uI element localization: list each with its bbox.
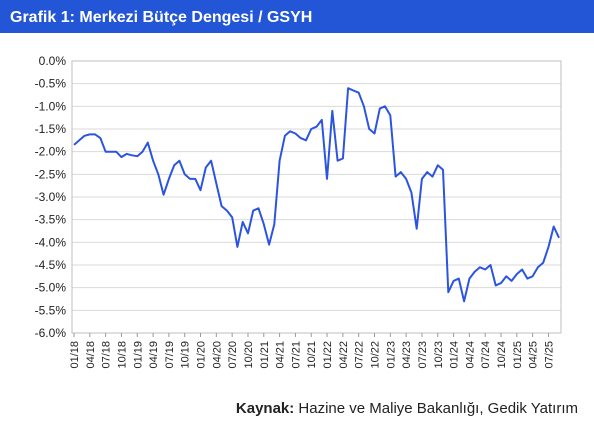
x-tick-label: 10/19 [180, 341, 192, 369]
header-bar [0, 0, 594, 33]
x-tick-label: 10/23 [433, 341, 445, 369]
y-tick-label: -4.0% [35, 235, 67, 249]
x-tick-label: 07/25 [543, 341, 555, 369]
x-tick-label: 10/21 [306, 341, 318, 369]
x-tick-label: 07/18 [101, 341, 113, 369]
y-tick-label: -3.0% [35, 190, 67, 204]
x-tick-label: 01/19 [132, 341, 144, 369]
y-tick-label: 0.0% [39, 54, 67, 68]
x-tick-label: 07/19 [164, 341, 176, 369]
y-tick-label: -6.0% [35, 326, 67, 340]
x-tick-label: 07/24 [480, 341, 492, 369]
x-tick-label: 07/20 [227, 341, 239, 369]
y-tick-label: -3.5% [35, 213, 67, 227]
x-tick-label: 04/18 [85, 341, 97, 369]
y-tick-label: -1.5% [35, 122, 67, 136]
y-tick-label: -2.0% [35, 145, 67, 159]
x-tick-label: 04/22 [338, 341, 350, 369]
source-text: Hazine ve Maliye Bakanlığı, Gedik Yatırı… [298, 400, 578, 417]
x-tick-label: 04/25 [528, 341, 540, 369]
y-tick-label: -5.0% [35, 281, 67, 295]
x-tick-label: 04/19 [148, 341, 160, 369]
plot-border [71, 60, 562, 334]
x-tick-label: 10/24 [496, 341, 508, 369]
x-tick-label: 10/22 [369, 341, 381, 369]
x-tick-label: 04/23 [401, 341, 413, 369]
y-tick-label: -1.0% [35, 99, 67, 113]
x-tick-label: 10/18 [116, 341, 128, 369]
x-tick-label: 01/23 [385, 341, 397, 369]
x-tick-label: 10/20 [243, 341, 255, 369]
x-tick-label: 04/21 [275, 341, 287, 369]
x-tick-label: 04/20 [211, 341, 223, 369]
chart-title: Grafik 1: Merkezi Bütçe Dengesi / GSYH [10, 9, 312, 26]
x-tick-label: 01/20 [196, 341, 208, 369]
x-tick-label: 07/23 [417, 341, 429, 369]
y-tick-label: -5.5% [35, 303, 67, 317]
source: Kaynak: Hazine ve Maliye Bakanlığı, Gedi… [236, 400, 578, 417]
x-tick-label: 01/18 [69, 341, 81, 369]
x-tick-label: 01/25 [512, 341, 524, 369]
x-tick-label: 01/21 [259, 341, 271, 369]
y-tick-label: -0.5% [35, 77, 67, 91]
x-tick-label: 01/22 [322, 341, 334, 369]
x-tick-label: 07/21 [290, 341, 302, 369]
y-tick-label: -4.5% [35, 258, 67, 272]
x-tick-label: 07/22 [354, 341, 366, 369]
y-tick-label: -2.5% [35, 167, 67, 181]
x-tick-label: 01/24 [449, 341, 461, 369]
x-tick-label: 04/24 [464, 341, 476, 369]
data-line [73, 87, 560, 303]
source-label: Kaynak: [236, 400, 294, 417]
